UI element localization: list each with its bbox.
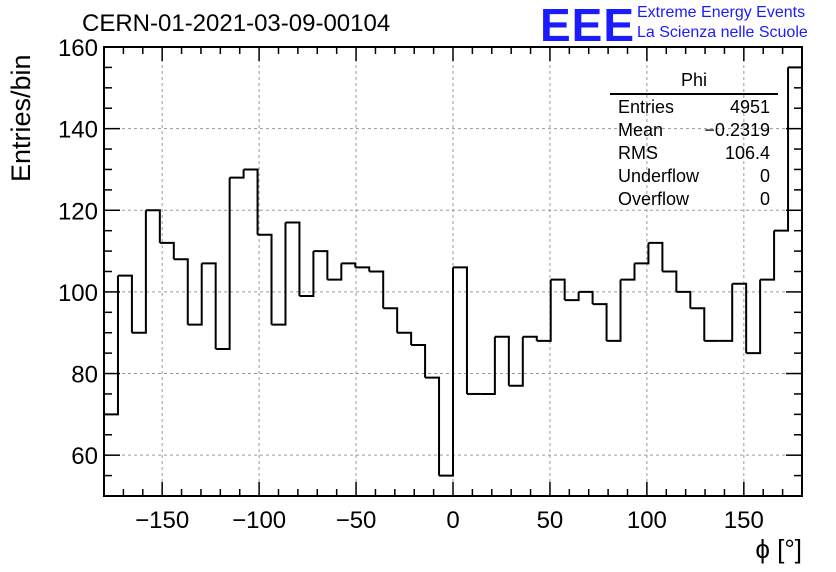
histogram-bin <box>411 343 427 378</box>
histogram-bin <box>550 278 566 301</box>
stats-row: Mean −0.2319 <box>610 119 778 142</box>
stats-row: Overflow 0 <box>610 188 778 211</box>
stats-value: −0.2319 <box>704 120 770 140</box>
histogram-bin <box>383 307 399 333</box>
histogram-bin <box>397 331 413 345</box>
eee-logo-subtitle-1: Extreme Energy Events <box>637 4 806 21</box>
stats-label: Entries <box>618 97 675 117</box>
histogram-bin <box>271 222 287 326</box>
histogram-bin <box>327 263 343 281</box>
histogram-bin <box>201 262 217 350</box>
histogram-bin <box>439 267 454 477</box>
histogram-bin <box>103 275 119 496</box>
stats-value: 0 <box>759 189 770 209</box>
x-tick-label: 50 <box>537 507 564 534</box>
stats-value: 4951 <box>729 97 770 117</box>
histogram-bin <box>788 66 803 496</box>
x-tick-label: −100 <box>232 507 286 534</box>
y-tick-label: 100 <box>58 280 98 307</box>
y-tick-label: 60 <box>71 443 98 470</box>
stats-row: Entries 4951 <box>610 96 778 119</box>
x-tick-label: 100 <box>627 507 667 534</box>
axis-ticks <box>103 46 803 497</box>
histogram-bin <box>522 335 538 341</box>
histogram-bin <box>606 279 622 342</box>
histogram-bin <box>131 210 147 334</box>
chart-title: CERN-01-2021-03-09-00104 <box>82 10 391 37</box>
histogram-bin <box>774 67 790 232</box>
stats-label: Overflow <box>618 189 690 209</box>
eee-logo: EEE <box>540 0 636 51</box>
stats-label: Underflow <box>618 166 700 186</box>
histogram-bin <box>620 263 636 281</box>
stats-box: Phi Entries 4951 Mean −0.2319 RMS 106.4 … <box>610 70 778 211</box>
y-axis-label: Entries/bin <box>6 54 36 182</box>
x-tick-label: 0 <box>446 507 459 534</box>
histogram-bin <box>159 241 175 260</box>
histogram-bin <box>313 250 329 280</box>
histogram-bin <box>173 258 189 325</box>
histogram-bin <box>760 230 776 281</box>
x-tick-label: 150 <box>724 507 764 534</box>
histogram-bin <box>285 221 301 296</box>
histogram-bin <box>634 242 650 265</box>
histogram-bin <box>480 336 496 395</box>
histogram-bin <box>690 307 706 341</box>
histogram-bin <box>592 303 608 341</box>
eee-logo-subtitle-2: La Scienza nelle Scuole <box>637 24 808 41</box>
histogram-bin <box>355 266 371 272</box>
histogram-bin <box>662 270 678 292</box>
histogram-bin <box>425 376 441 476</box>
histogram-bin <box>536 279 552 342</box>
histogram-bin <box>718 283 734 342</box>
histogram-bin <box>215 177 231 351</box>
axis-tick-labels: −150 −100 −50 0 50 100 150 60 80 100 120 140 160 <box>58 35 764 534</box>
x-axis-label: ϕ [°] <box>755 534 802 564</box>
stats-title: Phi <box>610 70 778 95</box>
histogram-bin <box>676 290 692 309</box>
y-tick-label: 80 <box>71 362 98 389</box>
histogram-bin <box>187 263 203 326</box>
histogram-bin <box>453 266 468 394</box>
histogram-bin <box>494 335 510 386</box>
histogram-bin <box>732 282 748 354</box>
y-tick-label: 160 <box>58 35 98 62</box>
x-tick-label: −150 <box>135 507 189 534</box>
histogram-bin <box>229 169 245 179</box>
y-tick-label: 140 <box>58 117 98 144</box>
histogram-bin <box>648 241 664 272</box>
stats-row: RMS 106.4 <box>610 142 778 165</box>
histogram-bin <box>299 251 315 297</box>
y-tick-label: 120 <box>58 198 98 225</box>
stats-value: 106.4 <box>724 143 770 163</box>
histogram-bin <box>117 274 133 333</box>
stats-value: 0 <box>759 166 770 186</box>
histogram-bin <box>341 262 357 268</box>
histogram-bin <box>564 291 580 302</box>
stats-row: Underflow 0 <box>610 165 778 188</box>
histogram-bin <box>145 209 161 243</box>
stats-label: RMS <box>618 143 658 163</box>
histogram-bin <box>369 270 385 309</box>
stats-label: Mean <box>618 120 664 140</box>
histogram-bin <box>257 233 273 325</box>
histogram-bin <box>578 290 594 305</box>
histogram-bin <box>243 168 259 235</box>
histogram-bin <box>508 336 524 387</box>
histogram-bin <box>746 279 762 355</box>
x-tick-label: −50 <box>336 507 377 534</box>
